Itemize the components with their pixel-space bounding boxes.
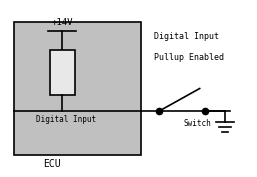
Text: Switch: Switch: [183, 119, 211, 128]
Bar: [50, 50, 75, 95]
Bar: [14, 22, 141, 155]
Text: Digital Input: Digital Input: [154, 32, 219, 41]
Text: ECU: ECU: [43, 159, 61, 169]
Text: Digital Input: Digital Input: [36, 115, 96, 124]
Text: Pullup Enabled: Pullup Enabled: [154, 53, 224, 62]
Text: +14V: +14V: [52, 18, 73, 27]
